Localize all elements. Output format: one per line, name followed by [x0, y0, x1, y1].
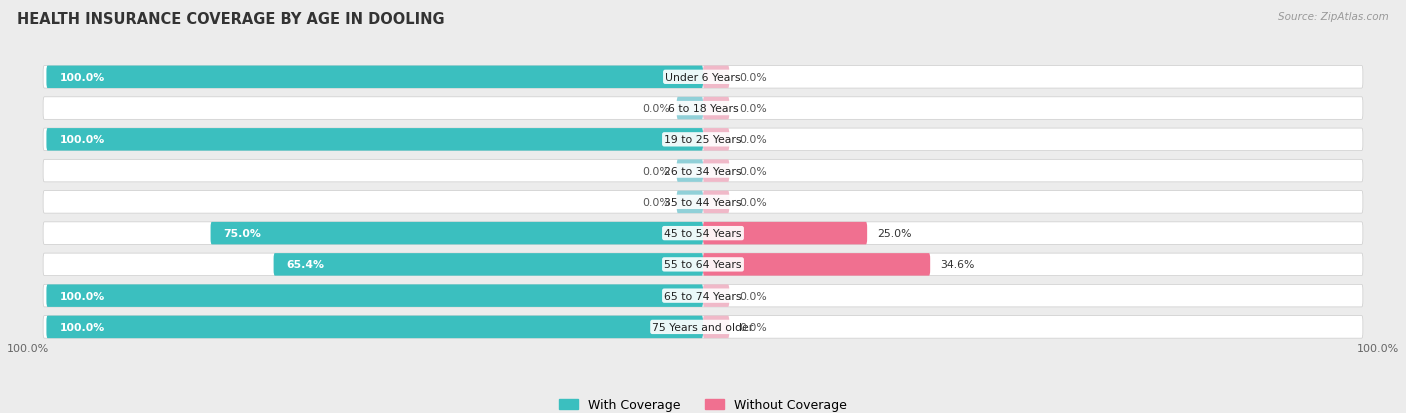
Text: 65.4%: 65.4% — [287, 260, 325, 270]
FancyBboxPatch shape — [44, 191, 1362, 214]
FancyBboxPatch shape — [703, 160, 730, 183]
Text: 75 Years and older: 75 Years and older — [652, 322, 754, 332]
FancyBboxPatch shape — [703, 66, 730, 89]
Text: 35 to 44 Years: 35 to 44 Years — [664, 197, 742, 207]
Text: 0.0%: 0.0% — [740, 166, 766, 176]
FancyBboxPatch shape — [44, 129, 1362, 151]
FancyBboxPatch shape — [676, 97, 703, 120]
Text: 25.0%: 25.0% — [877, 228, 911, 239]
FancyBboxPatch shape — [703, 316, 730, 338]
Text: 34.6%: 34.6% — [941, 260, 974, 270]
FancyBboxPatch shape — [274, 254, 703, 276]
Text: 0.0%: 0.0% — [643, 166, 671, 176]
Text: 0.0%: 0.0% — [740, 104, 766, 114]
Text: 75.0%: 75.0% — [224, 228, 262, 239]
FancyBboxPatch shape — [46, 316, 703, 338]
FancyBboxPatch shape — [46, 129, 703, 151]
FancyBboxPatch shape — [676, 160, 703, 183]
Text: 100.0%: 100.0% — [7, 344, 49, 354]
Text: Under 6 Years: Under 6 Years — [665, 73, 741, 83]
FancyBboxPatch shape — [703, 97, 730, 120]
Text: 100.0%: 100.0% — [1357, 344, 1399, 354]
Text: 100.0%: 100.0% — [59, 135, 105, 145]
Text: Source: ZipAtlas.com: Source: ZipAtlas.com — [1278, 12, 1389, 22]
FancyBboxPatch shape — [211, 222, 703, 245]
Text: 0.0%: 0.0% — [740, 135, 766, 145]
Text: 100.0%: 100.0% — [59, 322, 105, 332]
FancyBboxPatch shape — [703, 254, 931, 276]
Text: 0.0%: 0.0% — [740, 291, 766, 301]
Text: 55 to 64 Years: 55 to 64 Years — [664, 260, 742, 270]
FancyBboxPatch shape — [676, 191, 703, 214]
FancyBboxPatch shape — [703, 129, 730, 151]
Text: 100.0%: 100.0% — [59, 73, 105, 83]
Text: 19 to 25 Years: 19 to 25 Years — [664, 135, 742, 145]
Text: 0.0%: 0.0% — [740, 197, 766, 207]
Text: 6 to 18 Years: 6 to 18 Years — [668, 104, 738, 114]
Text: 0.0%: 0.0% — [740, 322, 766, 332]
FancyBboxPatch shape — [46, 66, 703, 89]
FancyBboxPatch shape — [44, 285, 1362, 307]
Text: 0.0%: 0.0% — [643, 197, 671, 207]
FancyBboxPatch shape — [44, 316, 1362, 338]
Text: 100.0%: 100.0% — [59, 291, 105, 301]
Text: 65 to 74 Years: 65 to 74 Years — [664, 291, 742, 301]
FancyBboxPatch shape — [44, 222, 1362, 245]
FancyBboxPatch shape — [44, 160, 1362, 183]
FancyBboxPatch shape — [44, 66, 1362, 89]
Legend: With Coverage, Without Coverage: With Coverage, Without Coverage — [554, 393, 852, 413]
Text: 0.0%: 0.0% — [740, 73, 766, 83]
FancyBboxPatch shape — [44, 254, 1362, 276]
Text: 26 to 34 Years: 26 to 34 Years — [664, 166, 742, 176]
Text: 45 to 54 Years: 45 to 54 Years — [664, 228, 742, 239]
FancyBboxPatch shape — [44, 97, 1362, 120]
FancyBboxPatch shape — [703, 191, 730, 214]
FancyBboxPatch shape — [703, 285, 730, 307]
FancyBboxPatch shape — [46, 285, 703, 307]
FancyBboxPatch shape — [703, 222, 868, 245]
Text: HEALTH INSURANCE COVERAGE BY AGE IN DOOLING: HEALTH INSURANCE COVERAGE BY AGE IN DOOL… — [17, 12, 444, 27]
Text: 0.0%: 0.0% — [643, 104, 671, 114]
